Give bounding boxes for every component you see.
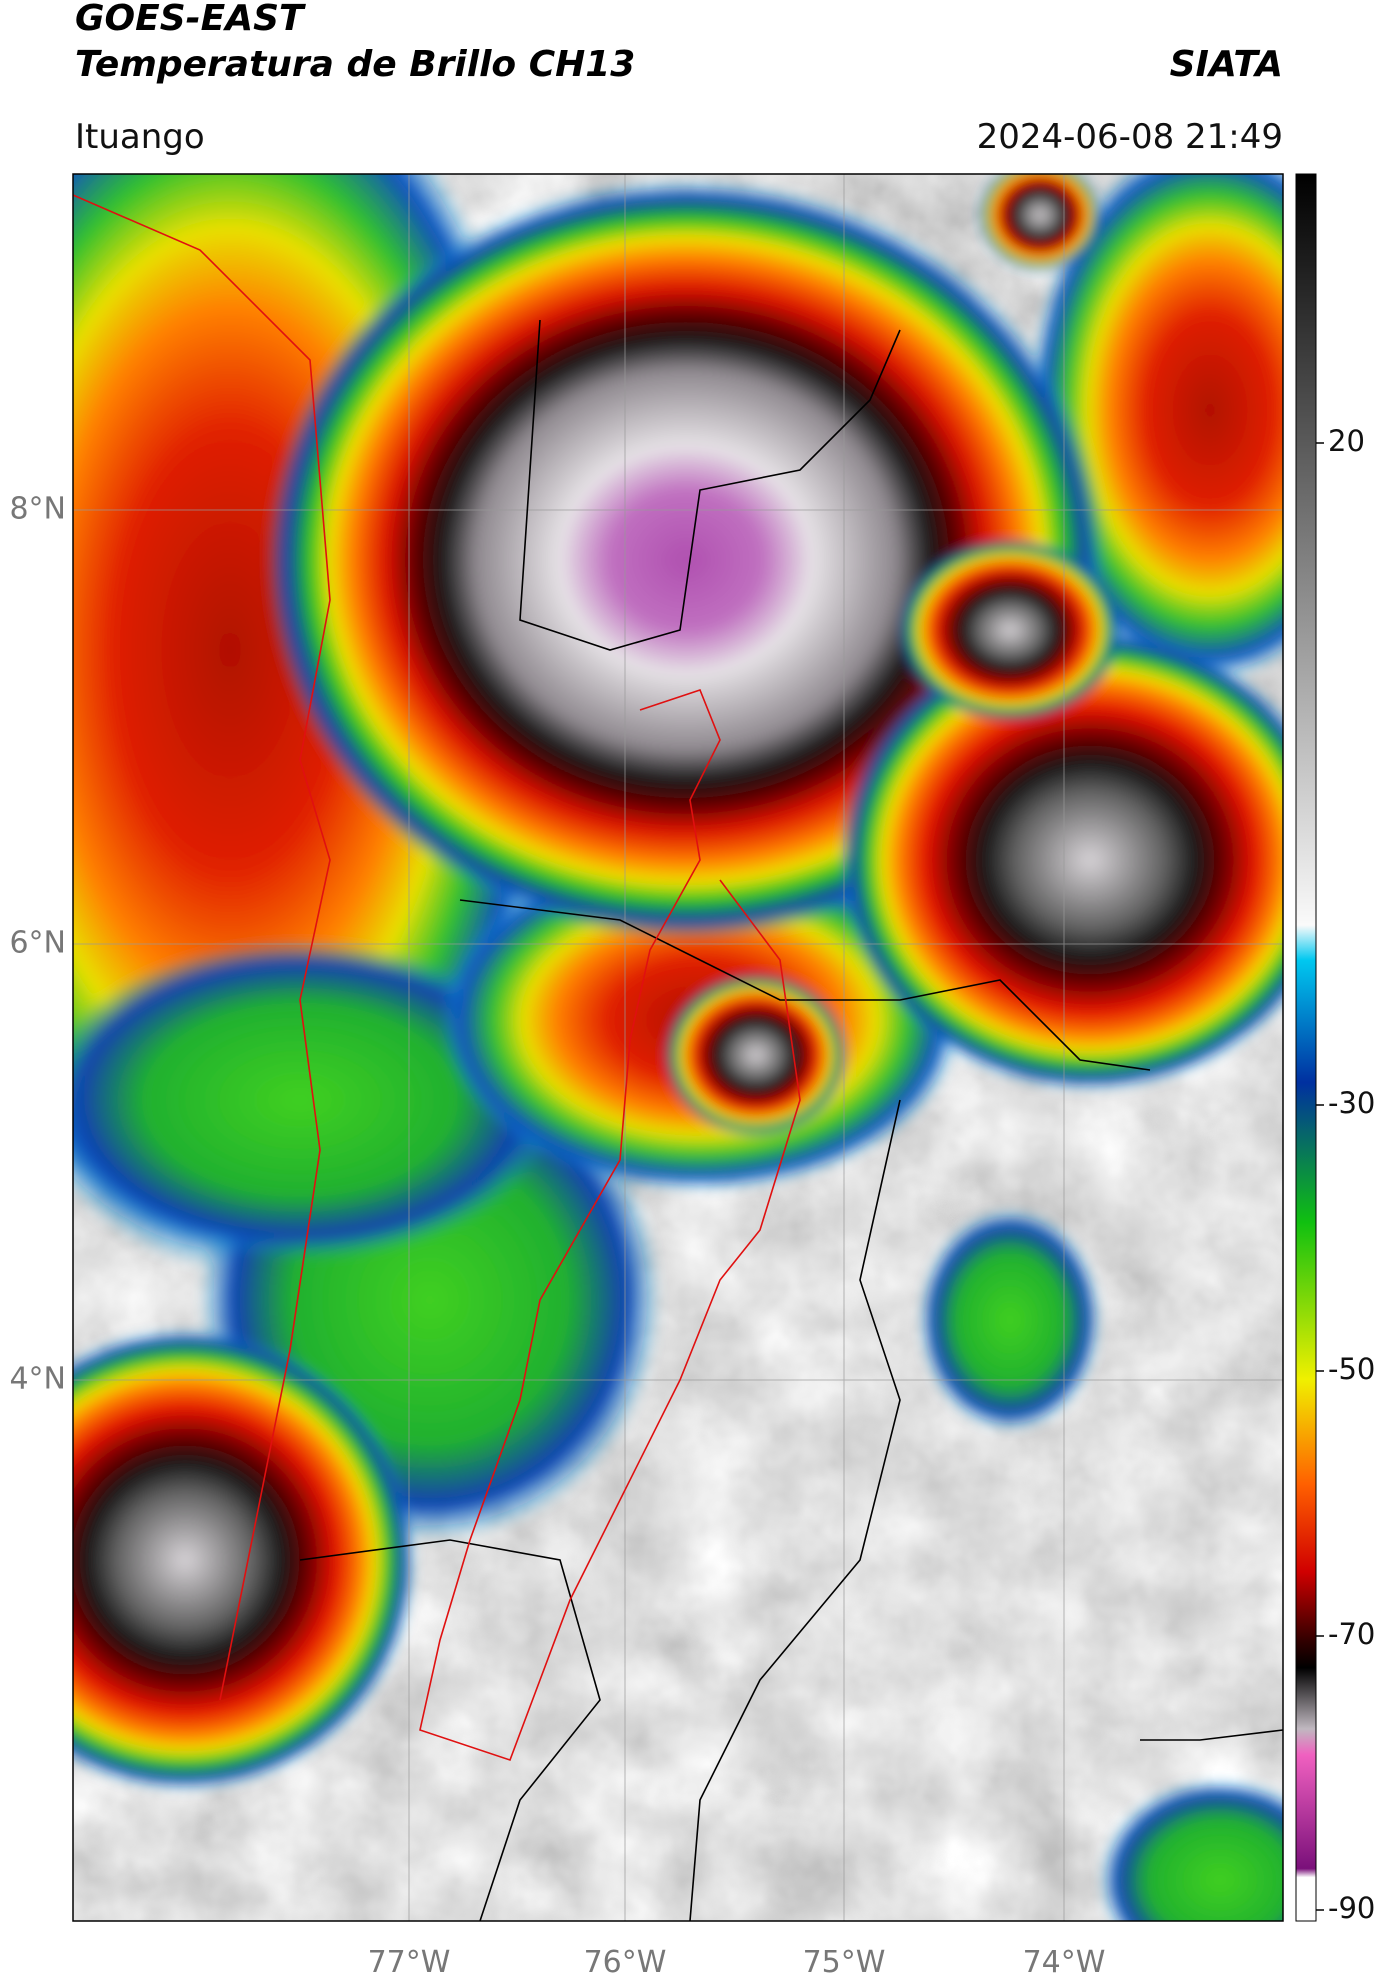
satellite-map bbox=[73, 174, 1283, 1921]
lon-label: 74°W bbox=[1023, 1945, 1106, 1980]
title: GOES-EAST bbox=[75, 0, 306, 39]
colorbar-label: 20 bbox=[1328, 424, 1365, 458]
graticule bbox=[73, 174, 1283, 1921]
colorbar-label: -90 bbox=[1328, 1891, 1375, 1925]
colorbar-label: -70 bbox=[1328, 1617, 1375, 1651]
colorbar bbox=[1295, 173, 1317, 1922]
lon-label: 77°W bbox=[368, 1945, 451, 1980]
boundaries bbox=[299, 319, 1283, 1921]
lat-label: 4°N bbox=[9, 1362, 66, 1397]
lon-label: 76°W bbox=[584, 1945, 667, 1980]
lat-label: 6°N bbox=[9, 926, 66, 961]
subtitle: Temperatura de Brillo CH13 bbox=[75, 44, 635, 85]
brand: SIATA bbox=[1170, 44, 1283, 85]
region: Ituango bbox=[75, 117, 205, 157]
lat-label: 8°N bbox=[9, 492, 66, 527]
colorbar-ticks bbox=[1316, 442, 1324, 1911]
timestamp: 2024-06-08 21:49 bbox=[977, 117, 1283, 157]
ituango-basin bbox=[73, 194, 801, 1762]
colorbar-label: -30 bbox=[1328, 1086, 1375, 1120]
lon-label: 75°W bbox=[803, 1945, 886, 1980]
map-frame bbox=[72, 173, 1284, 1922]
colorbar-label: -50 bbox=[1328, 1352, 1375, 1386]
